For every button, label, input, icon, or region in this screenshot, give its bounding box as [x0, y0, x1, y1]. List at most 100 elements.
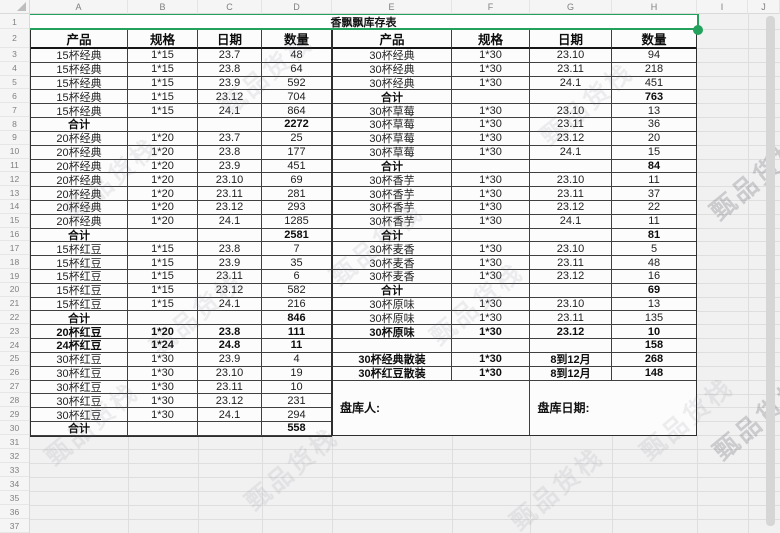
row-header-24[interactable]: 24 — [0, 338, 29, 353]
cell-date[interactable]: 23.12 — [530, 131, 612, 146]
cell-product[interactable]: 30杯红豆 — [31, 366, 128, 381]
cell-qty[interactable]: 7 — [262, 242, 331, 257]
cell-spec[interactable]: 1*30 — [452, 173, 530, 188]
cell-qty[interactable]: 19 — [262, 367, 331, 381]
cell-date[interactable]: 23.7 — [198, 131, 262, 146]
row-header-37[interactable]: 37 — [0, 519, 29, 533]
row-header-22[interactable]: 22 — [0, 311, 29, 325]
cell-product[interactable]: 30杯麦香 — [333, 242, 452, 257]
column-header-C[interactable]: C — [198, 0, 262, 14]
cell-date[interactable]: 23.8 — [198, 242, 262, 257]
header-cell-spec[interactable]: 规格 — [128, 30, 198, 49]
column-header-B[interactable]: B — [128, 0, 198, 14]
column-header-J[interactable]: J — [748, 0, 780, 14]
cell-spec[interactable]: 1*30 — [452, 366, 530, 381]
column-header-D[interactable]: D — [262, 0, 332, 14]
cell-spec[interactable]: 1*15 — [128, 270, 198, 284]
cell-date[interactable]: 23.12 — [198, 90, 262, 105]
row-header-9[interactable]: 9 — [0, 131, 29, 145]
cell-product[interactable]: 合计 — [333, 228, 452, 243]
cell-date[interactable]: 23.12 — [198, 200, 262, 215]
cell-product[interactable]: 15杯经典 — [31, 49, 128, 63]
header-cell-qty[interactable]: 数量 — [262, 30, 331, 49]
cell-qty[interactable]: 4 — [262, 353, 331, 367]
cell-qty[interactable]: 216 — [262, 298, 331, 312]
cell-product[interactable]: 20杯经典 — [31, 159, 128, 174]
cell-qty[interactable]: 69 — [612, 284, 696, 298]
cell-qty[interactable]: 158 — [612, 339, 696, 353]
cell-spec[interactable]: 1*30 — [452, 49, 530, 63]
cell-spec[interactable] — [128, 118, 198, 132]
cell-spec[interactable] — [452, 159, 530, 174]
cell-date[interactable]: 23.9 — [198, 352, 262, 367]
cell-qty[interactable]: 10 — [612, 325, 696, 340]
cell-spec[interactable]: 1*30 — [452, 297, 530, 312]
cell-spec[interactable]: 1*20 — [128, 173, 198, 188]
row-header-25[interactable]: 25 — [0, 352, 29, 366]
column-header-E[interactable]: E — [332, 0, 452, 14]
cell-date[interactable]: 23.9 — [198, 76, 262, 91]
row-header-1[interactable]: 1 — [0, 15, 29, 29]
cell-product[interactable]: 30杯麦香 — [333, 256, 452, 270]
cell-qty[interactable]: 231 — [262, 394, 331, 409]
row-header-7[interactable]: 7 — [0, 103, 29, 118]
cell-date[interactable] — [530, 228, 612, 243]
cell-product[interactable]: 合计 — [31, 421, 128, 436]
cell-product[interactable]: 30杯原味 — [333, 311, 452, 326]
cell-qty[interactable]: 704 — [262, 90, 331, 105]
cell-product[interactable]: 30杯香芋 — [333, 173, 452, 188]
cell-spec[interactable]: 1*20 — [128, 187, 198, 201]
cell-qty[interactable]: 22 — [612, 201, 696, 215]
cell-spec[interactable]: 1*30 — [452, 62, 530, 77]
cell-spec[interactable]: 1*15 — [128, 76, 198, 91]
row-header-15[interactable]: 15 — [0, 214, 29, 228]
row-header-13[interactable]: 13 — [0, 186, 29, 200]
cell-qty[interactable]: 37 — [612, 187, 696, 201]
cell-qty[interactable]: 135 — [612, 311, 696, 326]
cell-product[interactable]: 15杯经典 — [31, 90, 128, 105]
cell-product[interactable]: 30杯草莓 — [333, 118, 452, 132]
row-header-3[interactable]: 3 — [0, 48, 29, 62]
cell-date[interactable]: 23.11 — [530, 187, 612, 201]
cell-qty[interactable]: 81 — [612, 229, 696, 243]
cell-qty[interactable]: 2272 — [262, 118, 331, 132]
cell-date[interactable]: 23.10 — [530, 49, 612, 63]
cell-date[interactable]: 24.1 — [198, 214, 262, 229]
cell-qty[interactable]: 13 — [612, 298, 696, 312]
row-header-2[interactable]: 2 — [0, 29, 29, 48]
cell-product[interactable]: 15杯经典 — [31, 62, 128, 77]
row-header-14[interactable]: 14 — [0, 200, 29, 214]
row-header-10[interactable]: 10 — [0, 145, 29, 159]
row-header-34[interactable]: 34 — [0, 477, 29, 491]
cell-date[interactable]: 23.11 — [530, 118, 612, 132]
cell-qty[interactable]: 13 — [612, 104, 696, 119]
column-header-F[interactable]: F — [452, 0, 530, 14]
row-header-23[interactable]: 23 — [0, 324, 29, 339]
cell-date[interactable]: 23.11 — [530, 256, 612, 270]
header-cell-date[interactable]: 日期 — [530, 30, 612, 49]
cell-qty[interactable]: 10 — [262, 381, 331, 395]
row-header-19[interactable]: 19 — [0, 269, 29, 283]
cell-product[interactable]: 合计 — [31, 311, 128, 326]
cell-product[interactable]: 30杯香芋 — [333, 214, 452, 229]
cell-date[interactable]: 23.10 — [530, 104, 612, 119]
cell-date[interactable]: 8到12月 — [530, 366, 612, 381]
cell-spec[interactable]: 1*15 — [128, 104, 198, 119]
cell-qty[interactable]: 36 — [612, 118, 696, 132]
cell-spec[interactable]: 1*30 — [452, 76, 530, 91]
cell-spec[interactable]: 1*30 — [452, 214, 530, 229]
cell-spec[interactable]: 1*20 — [128, 159, 198, 174]
cell-spec[interactable]: 1*24 — [128, 339, 198, 353]
column-header-A[interactable]: A — [30, 0, 128, 14]
row-header-35[interactable]: 35 — [0, 491, 29, 505]
cell-qty[interactable]: 294 — [262, 408, 331, 422]
cell-product[interactable]: 30杯香芋 — [333, 200, 452, 215]
row-header-11[interactable]: 11 — [0, 159, 29, 173]
cell-qty[interactable]: 268 — [612, 353, 696, 367]
cell-product[interactable]: 30杯草莓 — [333, 131, 452, 146]
cell-spec[interactable] — [452, 228, 530, 243]
cell-qty[interactable]: 16 — [612, 270, 696, 284]
cell-spec[interactable]: 1*15 — [128, 90, 198, 105]
cell-product[interactable]: 30杯红豆 — [31, 352, 128, 367]
cell-product[interactable]: 30杯麦香 — [333, 270, 452, 284]
